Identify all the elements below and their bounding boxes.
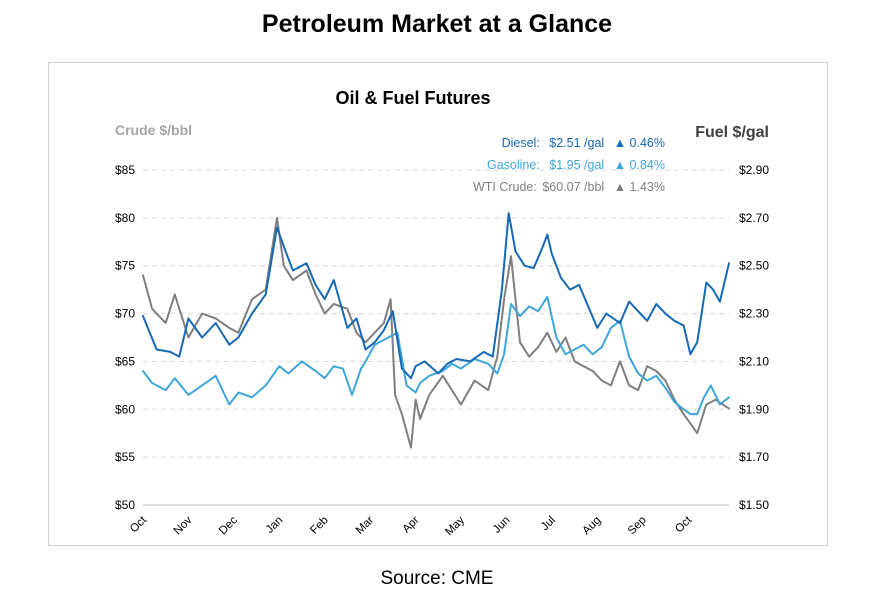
right-tick-label: $2.50 [739,259,769,273]
legend-diesel-arrow: ▲ [614,136,626,150]
right-axis-label: Fuel $/gal [695,124,769,141]
x-tick-label: Oct [673,514,695,536]
left-tick-label: $50 [115,498,135,512]
x-tick-label: May [443,514,467,538]
x-tick-label: Aug [580,514,603,537]
left-axis-label: Crude $/bbl [115,122,192,138]
gridlines [143,169,729,506]
series-line-diesel [142,212,730,380]
legend-diesel: Diesel: $2.51 /gal ▲ 0.46% [502,136,665,150]
x-tick-label: Dec [217,514,240,537]
source-note: Source: CME [380,568,494,589]
left-axis-ticks: $50 $55 $60 $65 $70 $75 $80 $85 [115,163,135,512]
right-tick-label: $2.90 [739,163,769,177]
left-tick-label: $85 [115,163,135,177]
right-tick-label: $2.70 [739,211,769,225]
legend-gasoline: Gasoline: $1.95 /gal ▲ 0.84% [487,158,665,172]
x-tick-label: Apr [401,514,422,535]
left-tick-label: $65 [115,354,135,368]
legend-crude-change: 1.43% [630,180,665,194]
series-line-wti-crude [142,216,730,449]
legend-gasoline-name: Gasoline: [487,158,540,172]
x-tick-label: Mar [354,514,377,537]
x-axis-ticks: Oct Nov Dec Jan Feb Mar Apr May Jun Jul Aug Sep Oct [128,514,695,538]
legend-gasoline-arrow: ▲ [614,158,626,172]
x-tick-label: Jun [491,514,513,536]
x-tick-label: Oct [128,514,150,536]
right-tick-label: $2.30 [739,307,769,321]
x-tick-label: Jul [539,514,558,533]
right-tick-label: $1.50 [739,498,769,512]
right-axis-ticks: $1.50 $1.70 $1.90 $2.10 $2.30 $2.50 $2.70 $2.90 [739,163,769,512]
legend-crude-arrow: ▲ [614,180,626,194]
legend-diesel-change: 0.46% [630,136,665,150]
legend: Diesel: $2.51 /gal ▲ 0.46% Gasoline: $1.… [473,136,665,194]
page-title: Petroleum Market at a Glance [261,10,613,38]
right-tick-label: $1.90 [739,402,769,416]
legend-gasoline-price: $1.95 /gal [549,158,604,172]
left-tick-label: $55 [115,450,135,464]
series-line-gasoline [142,295,730,416]
legend-gasoline-change: 0.84% [630,158,665,172]
legend-crude-price: $60.07 /bbl [542,180,604,194]
legend-diesel-name: Diesel: [502,136,540,150]
legend-diesel-price: $2.51 /gal [549,136,604,150]
x-tick-label: Sep [626,514,649,537]
x-tick-label: Feb [308,514,331,537]
chart-panel: Oil & Fuel Futures Crude $/bbl Fuel $/ga… [48,62,828,546]
futures-chart: Oil & Fuel Futures Crude $/bbl Fuel $/ga… [115,88,769,538]
series-lines [142,212,730,449]
right-tick-label: $2.10 [739,354,769,368]
x-tick-label: Nov [172,514,195,537]
left-tick-label: $75 [115,259,135,273]
x-tick-label: Jan [264,514,286,536]
left-tick-label: $60 [115,402,135,416]
legend-crude-name: WTI Crude: [473,180,537,194]
left-tick-label: $70 [115,307,135,321]
left-tick-label: $80 [115,211,135,225]
chart-title: Oil & Fuel Futures [335,88,490,108]
right-tick-label: $1.70 [739,450,769,464]
legend-crude: WTI Crude: $60.07 /bbl ▲ 1.43% [473,180,665,194]
